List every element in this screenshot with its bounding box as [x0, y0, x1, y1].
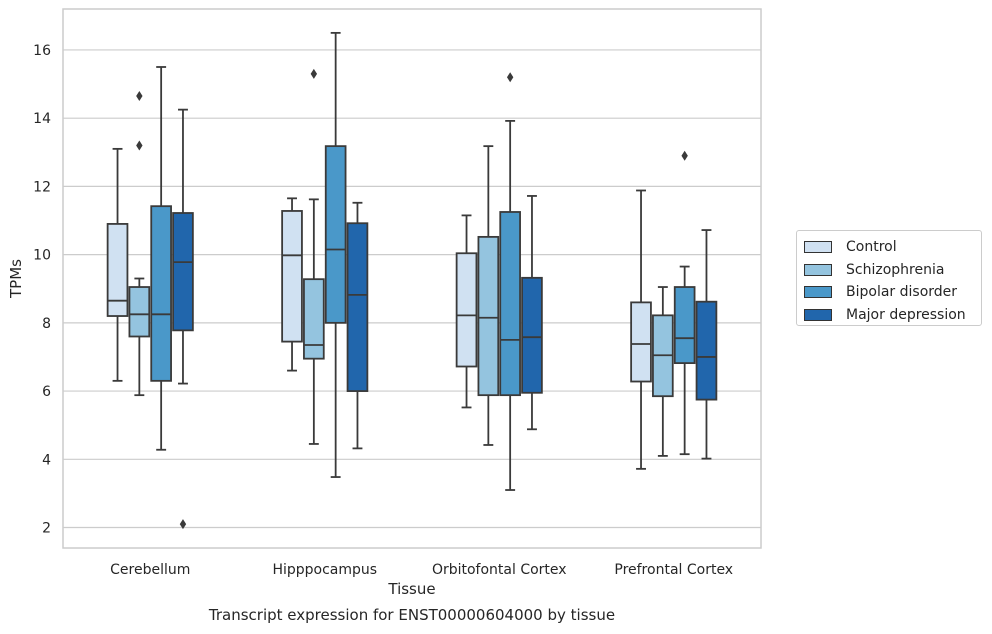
x-tick-labels: Cerebellum Hipppocampus Orbitofontal Corte… — [110, 562, 733, 578]
box-2-1 — [477, 145, 500, 446]
y-tick-label: 14 — [33, 111, 51, 127]
box — [630, 301, 652, 383]
y-tick-label: 12 — [33, 179, 51, 195]
plot-frame — [62, 8, 762, 549]
legend-label: Schizophrenia — [846, 261, 945, 278]
x-tick-label: Cerebellum — [110, 562, 190, 578]
legend-item: Bipolar disorder — [804, 281, 981, 304]
outlier — [136, 90, 143, 101]
y-tick-label: 4 — [42, 452, 51, 468]
outlier — [681, 150, 688, 161]
outlier — [179, 519, 187, 530]
box — [477, 235, 500, 397]
box — [695, 300, 718, 401]
outlier — [136, 140, 143, 151]
legend-item: Control — [804, 236, 981, 259]
y-tick-label: 2 — [42, 521, 51, 537]
box — [673, 286, 696, 365]
x-tick-label: Orbitofontal Cortex — [432, 562, 567, 578]
x-tick-label: Prefrontal Cortex — [614, 562, 733, 578]
y-tick-labels: 2 4 6 8 10 12 14 16 — [33, 43, 51, 537]
y-axis-label: TPMs — [7, 259, 25, 299]
plot-boxes — [106, 31, 718, 530]
outlier — [310, 68, 318, 79]
box-0-3 — [172, 108, 194, 530]
box — [128, 286, 151, 338]
legend-swatch — [804, 241, 832, 254]
x-tick-label: Hipppocampus — [272, 562, 377, 578]
legend-item: Schizophrenia — [804, 259, 981, 282]
box — [499, 211, 521, 397]
legend-item: Major depression — [804, 304, 981, 327]
box-3-0 — [630, 189, 652, 470]
box — [106, 223, 129, 317]
box — [521, 276, 543, 394]
legend: Control Schizophrenia Bipolar disorder Majo… — [796, 230, 982, 326]
legend-swatch — [804, 308, 832, 321]
box-0-2 — [150, 66, 172, 451]
outlier — [506, 72, 514, 83]
box-1-1 — [303, 68, 325, 445]
figure-caption: Transcript expression for ENST0000060400… — [208, 606, 616, 624]
box — [303, 278, 325, 360]
box — [150, 205, 172, 382]
legend-swatch — [804, 286, 832, 299]
x-axis-label: Tissue — [387, 580, 435, 598]
box-1-2 — [324, 31, 347, 478]
box-0-1 — [128, 90, 151, 397]
box-1-3 — [346, 201, 369, 450]
box-3-1 — [652, 286, 674, 457]
box-2-2 — [499, 72, 521, 491]
legend-swatch — [804, 263, 832, 276]
legend-label: Bipolar disorder — [846, 284, 958, 301]
box — [281, 210, 303, 343]
box-0-0 — [106, 147, 129, 382]
box-2-3 — [521, 195, 543, 431]
box — [324, 145, 347, 324]
y-tick-label: 16 — [33, 43, 51, 59]
box-3-3 — [695, 229, 718, 460]
box-1-0 — [281, 197, 303, 372]
legend-label: Control — [846, 239, 897, 256]
box-3-2 — [673, 150, 696, 456]
legend-label: Major depression — [846, 306, 966, 323]
y-tick-label: 10 — [33, 248, 51, 264]
y-tick-label: 8 — [42, 316, 51, 332]
box — [346, 222, 369, 392]
y-tick-label: 6 — [42, 384, 51, 400]
box — [172, 212, 194, 332]
box-2-0 — [455, 214, 478, 409]
box — [455, 252, 478, 368]
